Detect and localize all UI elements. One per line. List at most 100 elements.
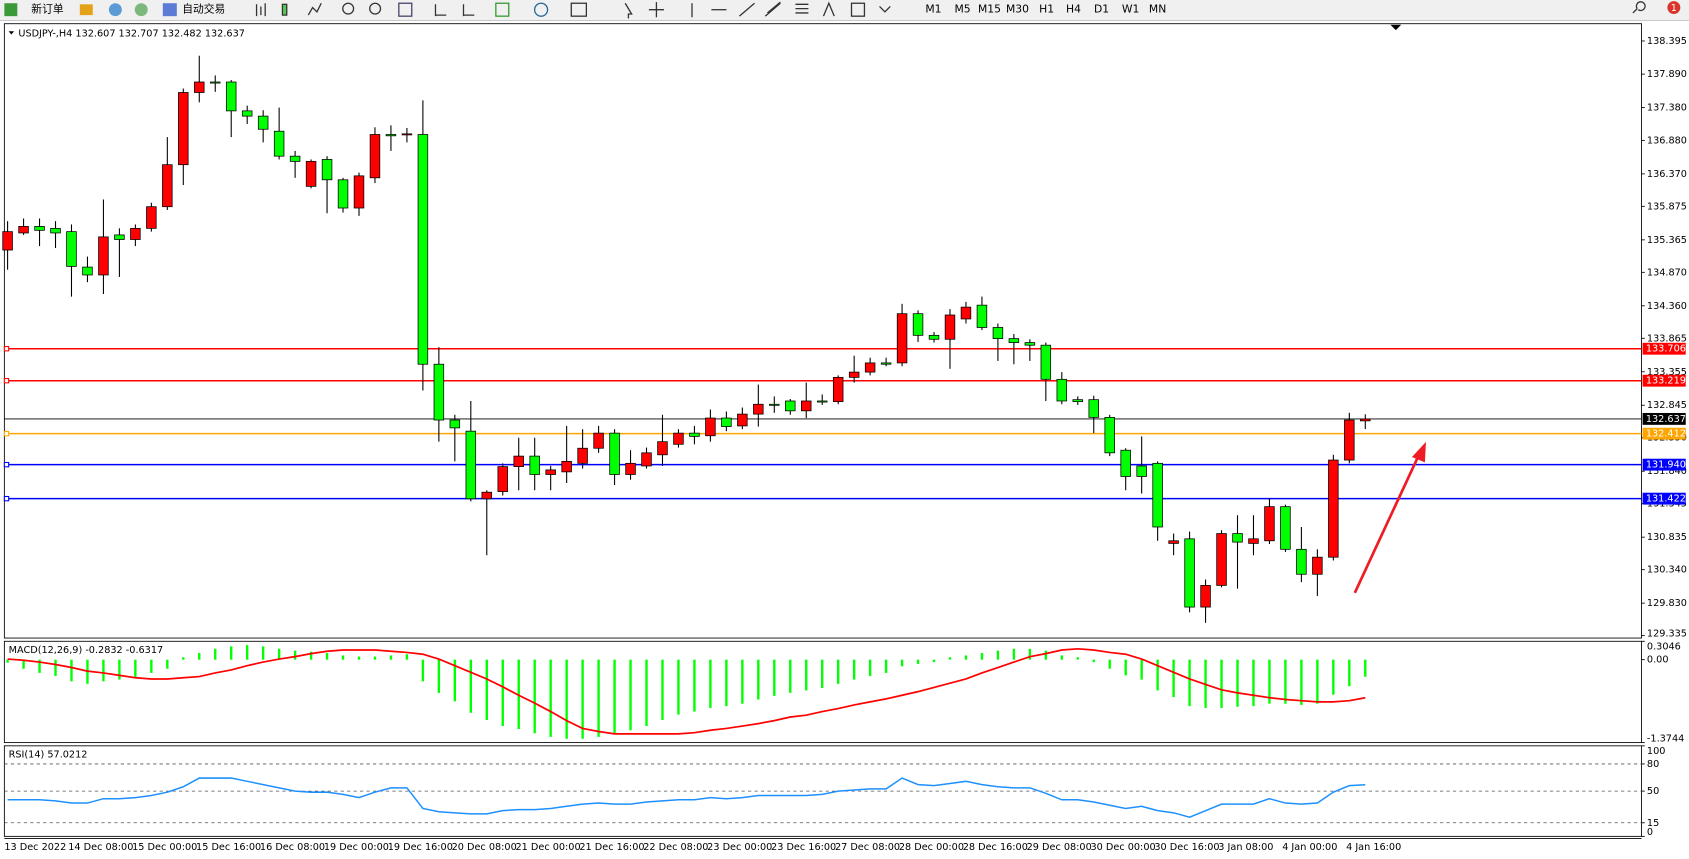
candle-body — [1008, 338, 1020, 343]
arrows-icon[interactable] — [879, 6, 891, 13]
title-marker — [8, 31, 15, 35]
price-level-label: 133.706 — [1646, 344, 1686, 355]
label-icon[interactable] — [850, 2, 866, 17]
tool-icon[interactable] — [79, 4, 93, 16]
text-icon[interactable] — [822, 1, 835, 17]
x-tick-label: 13 Dec 2022 — [4, 842, 66, 853]
trendline-icon[interactable] — [738, 2, 755, 17]
candle-body — [241, 110, 253, 117]
candle-body — [753, 403, 764, 415]
y-tick-label: 130.340 — [1647, 565, 1687, 576]
auto-trading-icon[interactable] — [162, 3, 177, 17]
x-tick-label: 4 Jan 00:00 — [1282, 842, 1337, 853]
zoom-in-icon[interactable] — [342, 2, 355, 15]
timeframe-button[interactable]: H1 — [1039, 3, 1054, 16]
scroll-icon[interactable] — [434, 4, 447, 17]
bid-label: 132.637 — [1646, 414, 1686, 425]
candle-body — [785, 400, 796, 412]
candle-body — [609, 432, 620, 475]
timeframe-button[interactable]: D1 — [1094, 3, 1109, 16]
tool-icon[interactable] — [134, 3, 148, 17]
macd-signal-line — [7, 647, 1366, 735]
tile-icon[interactable] — [398, 2, 413, 17]
timeframe-button[interactable]: H4 — [1066, 3, 1081, 16]
price-level-handle — [3, 495, 10, 502]
candle-body — [1168, 540, 1179, 544]
price-level-handle — [3, 378, 10, 384]
bar-chart-icon[interactable] — [255, 3, 266, 17]
x-tick-label: 20 Dec 08:00 — [452, 842, 517, 853]
y-tick-label: 137.890 — [1647, 69, 1687, 80]
y-tick-label: 130.835 — [1647, 532, 1687, 543]
templates-icon[interactable] — [570, 2, 588, 17]
candle-body — [1136, 465, 1147, 477]
candle-body — [210, 81, 221, 84]
candle-body — [82, 266, 93, 276]
plot-layer: 138.395 137.890 137.380 136.880 136.370 135.8… — [2, 36, 1687, 853]
y-tick-label: 137.380 — [1647, 103, 1687, 114]
line-chart-icon[interactable] — [307, 2, 322, 16]
indicators-icon[interactable] — [495, 2, 510, 17]
fibo-icon[interactable] — [795, 3, 809, 14]
price-level-box — [1642, 458, 1686, 471]
candle-body — [1248, 538, 1259, 544]
timeframe-button[interactable]: M30 — [1006, 3, 1029, 16]
candle-body — [769, 403, 780, 406]
periods-icon[interactable] — [533, 2, 549, 17]
x-tick-label: 16 Dec 08:00 — [260, 842, 325, 853]
y-tick-label: 135.875 — [1647, 201, 1687, 212]
y-tick-label: 129.335 — [1647, 629, 1687, 640]
timeframe-button[interactable]: M5 — [954, 3, 970, 16]
candle-body — [896, 313, 908, 364]
candle-body — [737, 413, 748, 427]
candle-body — [289, 155, 301, 162]
x-tick-label: 28 Dec 16:00 — [963, 842, 1028, 853]
x-tick-label: 23 Dec 16:00 — [771, 842, 836, 853]
candle-body — [162, 164, 173, 208]
y-tick-label: 134.360 — [1647, 301, 1687, 312]
x-tick-label: 21 Dec 00:00 — [515, 842, 580, 853]
y-tick-label: 138.395 — [1647, 36, 1687, 47]
candle-body — [417, 134, 429, 365]
candle-body — [673, 432, 684, 445]
timeframe-button[interactable]: W1 — [1122, 3, 1140, 16]
timeframe-button[interactable]: M15 — [978, 3, 1001, 16]
candle-body — [34, 226, 45, 231]
tool-icons — [255, 1, 1646, 19]
x-tick-label: 30 Dec 00:00 — [1091, 842, 1156, 853]
y-tick-label: 136.370 — [1647, 169, 1687, 180]
zoom-out-icon[interactable] — [369, 2, 382, 15]
new-order-button[interactable]: 新订单 — [31, 3, 64, 16]
tool-icon[interactable] — [108, 3, 122, 17]
candle-body — [1088, 399, 1099, 418]
price-level-handle — [3, 430, 10, 437]
y-tick-label: -1.3744 — [1647, 733, 1684, 744]
candle-body — [1024, 342, 1036, 346]
candle-body — [864, 362, 876, 373]
candle-body — [66, 231, 77, 267]
new-order-icon[interactable] — [4, 3, 18, 17]
channel-icon[interactable] — [764, 1, 781, 17]
timeframe-button[interactable]: MN — [1149, 3, 1166, 16]
price-level-handle — [3, 346, 10, 352]
cursor-icon[interactable] — [624, 2, 633, 19]
x-tick-label: 22 Dec 08:00 — [643, 842, 708, 853]
price-level-box — [1642, 492, 1686, 505]
x-tick-label: 14 Dec 08:00 — [68, 842, 133, 853]
candle-body — [321, 159, 333, 181]
shift-icon[interactable] — [462, 4, 475, 17]
rsi-line — [7, 777, 1366, 818]
candle-body — [50, 227, 61, 234]
x-tick-label: 30 Dec 16:00 — [1154, 842, 1219, 853]
candle-body — [832, 376, 844, 403]
crosshair-icon[interactable] — [648, 2, 664, 18]
arrow-head — [1411, 441, 1426, 463]
notification-badge[interactable] — [1667, 1, 1681, 15]
search-icon[interactable] — [1632, 1, 1646, 14]
candle-body — [657, 441, 668, 456]
timeframe-button[interactable]: M1 — [925, 3, 941, 16]
candle-icon[interactable] — [281, 3, 288, 16]
auto-trading-button[interactable]: 自动交易 — [182, 3, 225, 16]
